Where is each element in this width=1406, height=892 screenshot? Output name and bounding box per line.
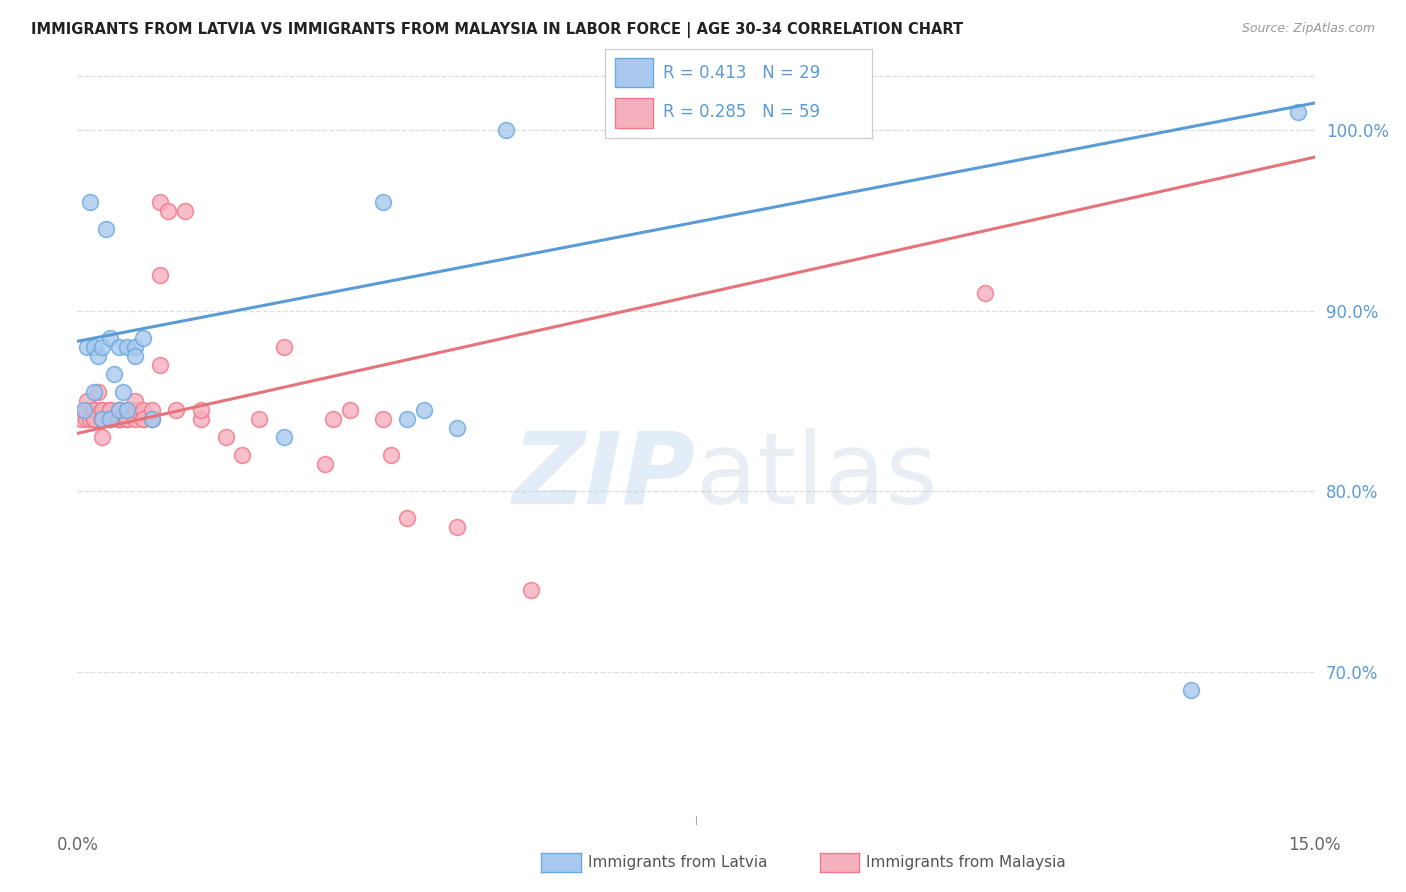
Point — [380, 448, 402, 462]
Point — [107, 412, 129, 426]
Point — [973, 285, 995, 300]
Point — [91, 430, 114, 444]
Point — [83, 384, 105, 399]
Point — [115, 340, 138, 354]
Point — [141, 412, 163, 426]
Point — [396, 511, 419, 525]
Point — [157, 204, 180, 219]
Point — [96, 222, 118, 236]
Point — [91, 340, 114, 354]
Point — [73, 403, 96, 417]
Point — [83, 412, 105, 426]
FancyBboxPatch shape — [616, 58, 652, 87]
Point — [98, 403, 121, 417]
Point — [412, 403, 434, 417]
Text: ZIP: ZIP — [513, 428, 696, 524]
Point — [107, 412, 129, 426]
Point — [76, 340, 98, 354]
Point — [371, 412, 394, 426]
Point — [215, 430, 238, 444]
Text: Immigrants from Malaysia: Immigrants from Malaysia — [866, 855, 1066, 870]
Point — [75, 412, 97, 426]
Point — [322, 412, 344, 426]
Point — [98, 412, 121, 426]
Point — [124, 340, 146, 354]
Point — [91, 412, 114, 426]
Point — [87, 349, 110, 363]
Point — [231, 448, 253, 462]
Point — [132, 412, 155, 426]
Point — [149, 195, 172, 210]
Point — [98, 403, 121, 417]
Point — [371, 195, 394, 210]
Point — [124, 349, 146, 363]
Text: R = 0.285   N = 59: R = 0.285 N = 59 — [664, 103, 820, 121]
Point — [79, 195, 101, 210]
Point — [98, 412, 121, 426]
Point — [91, 412, 114, 426]
Point — [76, 393, 98, 408]
Point — [190, 403, 212, 417]
Point — [75, 403, 97, 417]
Text: R = 0.413   N = 29: R = 0.413 N = 29 — [664, 63, 821, 82]
Point — [98, 331, 121, 345]
Point — [132, 331, 155, 345]
Point — [273, 340, 295, 354]
Point — [190, 412, 212, 426]
Point — [149, 358, 172, 372]
Point — [91, 403, 114, 417]
Point — [83, 403, 105, 417]
Point — [1286, 105, 1309, 120]
Point — [247, 412, 270, 426]
Point — [141, 412, 163, 426]
FancyBboxPatch shape — [616, 98, 652, 128]
Point — [115, 412, 138, 426]
Point — [149, 268, 172, 282]
Point — [115, 403, 138, 417]
Point — [132, 403, 155, 417]
Point — [115, 403, 138, 417]
Point — [132, 412, 155, 426]
Point — [91, 403, 114, 417]
Point — [339, 403, 361, 417]
Point — [83, 403, 105, 417]
Point — [141, 403, 163, 417]
Text: atlas: atlas — [696, 428, 938, 524]
Point — [91, 412, 114, 426]
Point — [520, 583, 543, 598]
Point — [1180, 682, 1202, 697]
Point — [70, 412, 93, 426]
Point — [107, 403, 129, 417]
Point — [87, 384, 110, 399]
Point — [111, 384, 134, 399]
Point — [107, 403, 129, 417]
Point — [396, 412, 419, 426]
Point — [79, 412, 101, 426]
Text: Immigrants from Latvia: Immigrants from Latvia — [588, 855, 768, 870]
Point — [107, 412, 129, 426]
Point — [314, 457, 336, 471]
Point — [173, 204, 195, 219]
Point — [446, 520, 468, 534]
Point — [103, 367, 125, 381]
Point — [91, 412, 114, 426]
Text: IMMIGRANTS FROM LATVIA VS IMMIGRANTS FROM MALAYSIA IN LABOR FORCE | AGE 30-34 CO: IMMIGRANTS FROM LATVIA VS IMMIGRANTS FRO… — [31, 22, 963, 38]
Point — [124, 403, 146, 417]
Point — [124, 412, 146, 426]
Point — [91, 412, 114, 426]
Point — [165, 403, 187, 417]
Point — [98, 412, 121, 426]
Point — [446, 421, 468, 435]
Point — [107, 412, 129, 426]
Point — [124, 393, 146, 408]
Point — [115, 412, 138, 426]
Text: Source: ZipAtlas.com: Source: ZipAtlas.com — [1241, 22, 1375, 36]
Point — [83, 412, 105, 426]
Point — [83, 340, 105, 354]
Point — [273, 430, 295, 444]
Point — [107, 403, 129, 417]
Point — [107, 340, 129, 354]
Point — [495, 123, 517, 137]
